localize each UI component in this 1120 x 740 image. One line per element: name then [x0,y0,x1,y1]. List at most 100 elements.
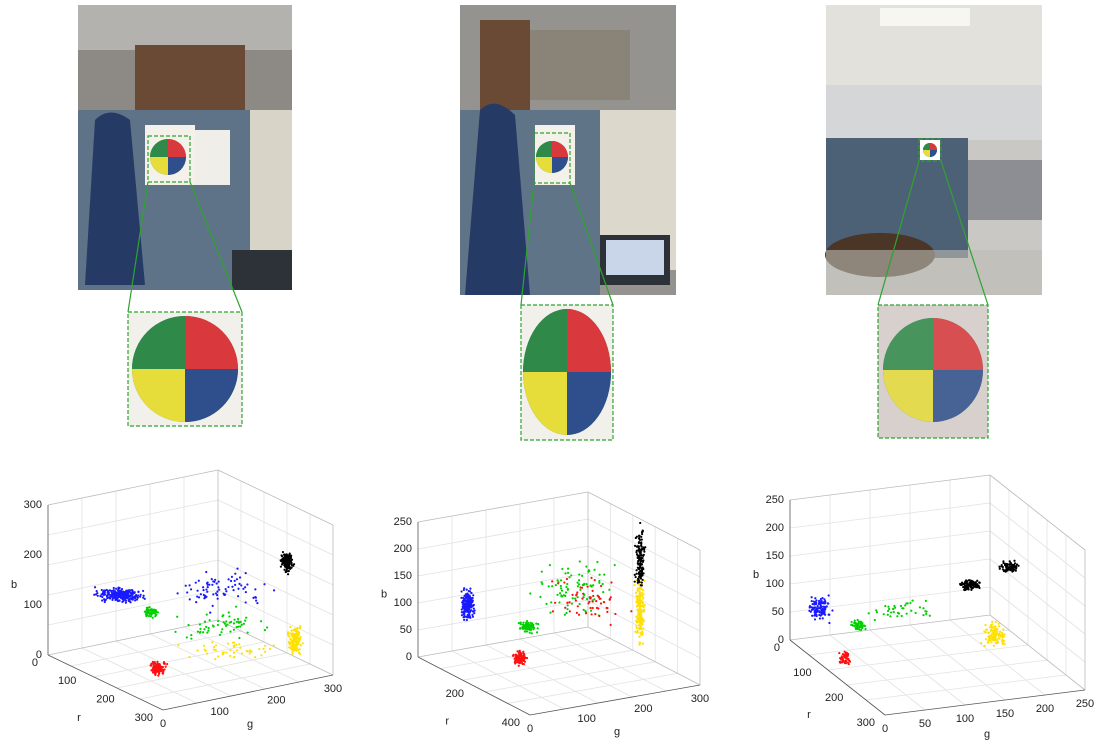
scatter-point [568,601,571,604]
scatter-point [639,560,642,563]
scatter-point [111,598,114,602]
scatter-point [603,573,606,576]
scatter-point [145,612,149,615]
axis-label: b [11,579,17,591]
scatter-point [828,621,831,625]
scatter-point [598,579,601,583]
box-edge [217,619,334,676]
scatter-point [202,586,205,589]
scatter-point [905,602,908,605]
scatter-point [993,628,996,631]
tick-label: 200 [394,543,412,555]
scatter-point [523,654,526,657]
scatter-point [595,600,598,603]
scatter-point [559,579,563,582]
scatter-point [525,620,529,623]
scatter-point [637,545,641,548]
scatter-point [290,561,293,564]
scatter-point [115,587,118,590]
scatter-point [234,572,237,575]
scatter-point [859,620,862,623]
scatter-point [516,655,519,658]
scatter-point [216,623,219,627]
scatter-point [188,655,191,659]
tick-label: 200 [634,703,652,715]
scatter-point [637,534,641,538]
scatter-point [635,605,639,608]
scatter-point [238,582,241,585]
scatter-point [211,583,214,586]
box-edge [587,491,701,551]
scatter-point [1011,570,1014,573]
scatter-point [640,535,643,538]
grid-line [827,644,1029,671]
scatter-point [566,567,570,570]
axis-line [884,689,1086,716]
scatter-point [598,581,601,584]
scatter-point [637,613,640,616]
scatter-point [530,625,534,629]
scatter-point [635,572,638,575]
scatter-point [124,598,127,602]
scatter-point [139,593,142,596]
scatter-point [562,594,566,597]
scatter-point [113,591,116,594]
scatter-point [984,623,987,627]
scatter-point [213,580,216,583]
grid-line [217,589,334,646]
scatter-point [244,601,247,604]
scatter-point [875,609,878,612]
scatter-point [289,625,292,629]
scatter-point [211,641,214,644]
scatter-point [1001,636,1004,639]
scatter-point [838,651,841,655]
scatter-point [233,579,236,582]
scatter-point [233,618,236,621]
scatter-point [822,601,825,604]
scatter-point [599,602,603,605]
scatter-point [1010,563,1013,566]
scatter-point [842,659,845,662]
scatter-point [991,623,994,626]
scatter-point [237,587,240,590]
scatter-point [1014,569,1017,572]
scatter-point [289,641,292,644]
scatter-point [468,599,471,602]
photo [825,5,1042,439]
scatter-point [202,593,205,597]
scatter-point [121,598,125,601]
scatter-point [549,611,552,614]
scatter-point [1013,562,1017,565]
scatter-point [186,591,189,594]
scatter-point [565,585,568,589]
scatter-point [238,636,241,640]
scatter-point [578,602,581,606]
scatter-point [468,594,471,597]
tick-label: 0 [160,718,166,730]
scatter-point [525,656,529,660]
scatter-point [126,592,129,595]
scatter-point [574,597,577,600]
scatter-point [638,635,641,638]
scatter-point [461,601,464,604]
scatter-point [512,653,515,656]
scatter-point [161,666,164,669]
scatter-point [581,574,584,577]
tick-label: 200 [96,694,114,706]
scatter-point [1006,569,1009,572]
grid-line [462,649,633,681]
scatter-point [124,591,127,595]
scatter-point [554,601,557,604]
scatter-point [1009,569,1012,572]
scatter-point [893,606,897,609]
scatter-point [639,631,642,634]
scatter-point [972,580,975,584]
scatter-point [291,642,294,645]
scatter-point [593,568,596,571]
scatter-point [211,604,214,607]
scatter-point [214,644,218,647]
scatter-point [290,634,294,637]
scatter-point [517,664,520,667]
scatter-point [290,644,294,648]
scatter-point [229,654,232,658]
